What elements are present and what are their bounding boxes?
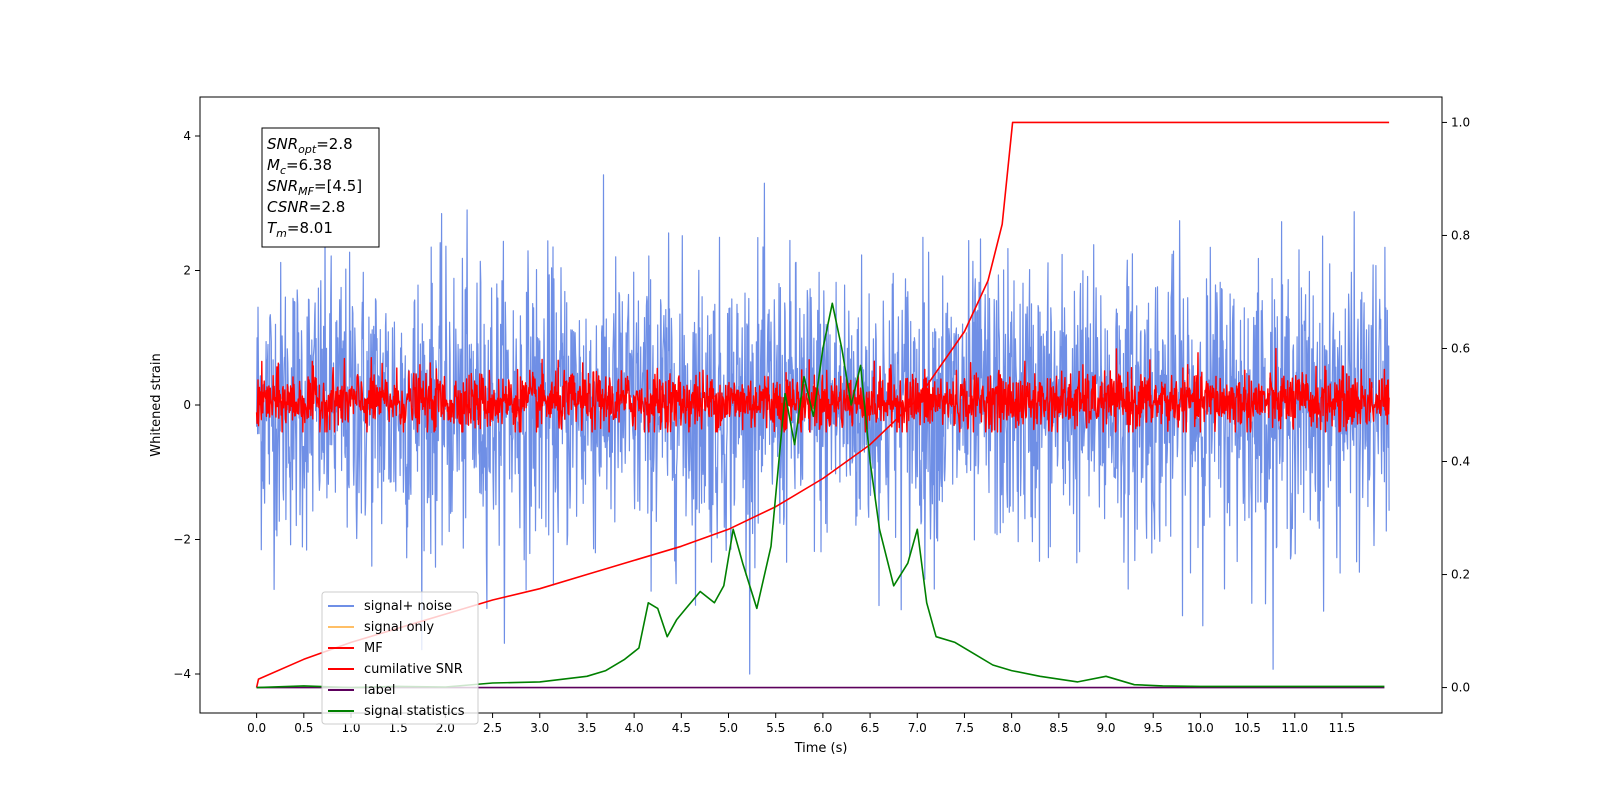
y2-tick-label: 0.0: [1451, 681, 1470, 695]
y-tick-label: 4: [183, 129, 191, 143]
x-tick-label: 3.5: [577, 721, 596, 735]
y2-tick-label: 0.2: [1451, 568, 1470, 582]
x-tick-label: 10.0: [1187, 721, 1214, 735]
y-tick-label: −4: [173, 667, 191, 681]
x-tick-label: 5.0: [719, 721, 738, 735]
annotation-line: Mc=6.38: [267, 156, 332, 177]
legend-label: signal only: [364, 620, 434, 635]
x-tick-label: 6.5: [861, 721, 880, 735]
y-ticks: −4 −2 0 2 4: [173, 129, 200, 681]
x-tick-label: 11.5: [1329, 721, 1356, 735]
x-tick-label: 6.0: [813, 721, 832, 735]
y2-tick-label: 1.0: [1451, 115, 1470, 129]
legend-frame: [321, 591, 479, 725]
y2-ticks: 0.0 0.2 0.4 0.6 0.8 1.0: [1442, 115, 1470, 695]
series-line-0: [256, 174, 1390, 675]
x-tick-label: 0.0: [247, 721, 266, 735]
legend-label: label: [364, 683, 395, 698]
x-tick-label: 7.0: [908, 721, 927, 735]
y2-tick-label: 0.6: [1451, 341, 1470, 355]
x-tick-label: 8.0: [1002, 721, 1021, 735]
legend-label: cumilative SNR: [364, 662, 463, 677]
x-tick-label: 0.5: [294, 721, 313, 735]
y2-tick-label: 0.8: [1451, 228, 1470, 242]
x-tick-label: 3.0: [530, 721, 549, 735]
x-tick-label: 9.5: [1144, 721, 1163, 735]
x-tick-label: 4.5: [672, 721, 691, 735]
series-line-5: [256, 302, 1385, 689]
annotation-line: Tm=8.01: [267, 219, 333, 240]
x-tick-label: 10.5: [1234, 721, 1261, 735]
series-line-2: [255, 347, 1390, 433]
annotation-line: SNRMF=[4.5]: [267, 177, 362, 198]
x-tick-label: 5.5: [766, 721, 785, 735]
x-axis-label: Time (s): [794, 741, 848, 756]
x-tick-label: 7.5: [955, 721, 974, 735]
annotation-line: CSNR=2.8: [267, 198, 345, 216]
legend-label: signal+ noise: [364, 599, 452, 614]
x-tick-label: 4.0: [625, 721, 644, 735]
x-tick-label: 9.0: [1096, 721, 1115, 735]
y-tick-label: −2: [173, 532, 191, 546]
x-tick-label: 11.0: [1281, 721, 1308, 735]
legend: signal+ noise signal only MF cumilative SNR…: [321, 591, 479, 725]
annotation-line: SNRopt=2.8: [267, 135, 353, 156]
y2-tick-label: 0.4: [1451, 455, 1470, 469]
y-axis-label: Whitened strain: [149, 353, 164, 456]
y-tick-label: 2: [183, 264, 191, 278]
x-tick-label: 8.5: [1049, 721, 1068, 735]
annotation-frame: [261, 127, 380, 248]
x-tick-label: 2.5: [483, 721, 502, 735]
y-tick-label: 0: [183, 398, 191, 412]
legend-label: MF: [364, 641, 383, 656]
legend-label: signal statistics: [364, 704, 465, 719]
